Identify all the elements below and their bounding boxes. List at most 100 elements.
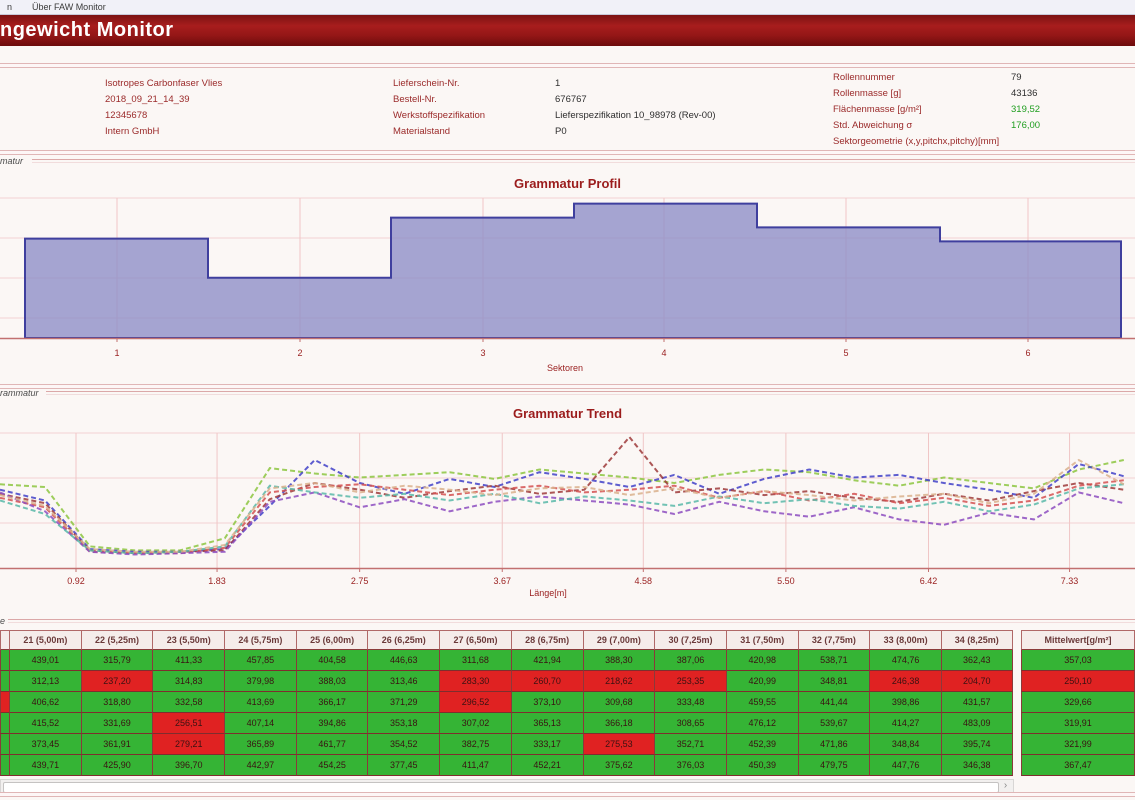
table-cell: 388,03 xyxy=(295,671,368,692)
table-cell: 379,98 xyxy=(224,671,296,692)
info-label: Materialstand xyxy=(393,126,451,137)
info-row: Rollenmasse [g] 43136 xyxy=(833,86,1040,102)
table-row: 439,01 315,79 411,33 457,85 404,58 446,63 311,… xyxy=(0,650,1013,671)
table-cell: 457,85 xyxy=(224,650,296,671)
table-col-header: 24 (5,75m) xyxy=(224,630,296,650)
table-cell: 332,58 xyxy=(152,692,225,713)
table-cell: 246,38 xyxy=(869,671,941,692)
mean-cell: 321,99 xyxy=(1021,734,1135,755)
table-cell: 375,62 xyxy=(582,755,655,776)
table-cell: 204,70 xyxy=(940,671,1013,692)
table-cell: 256,51 xyxy=(152,713,225,734)
info-label: Rollenmasse [g] xyxy=(833,88,902,99)
profile-x-tick: 3 xyxy=(480,348,485,358)
table-cell: 461,77 xyxy=(295,734,368,755)
table-cell: 362,43 xyxy=(940,650,1013,671)
info-label: Lieferschein-Nr. xyxy=(393,78,460,89)
menu-item-partial[interactable]: n xyxy=(7,2,13,12)
table-cell: 398,86 xyxy=(869,692,941,713)
table-cell: 260,70 xyxy=(510,671,583,692)
table-cell: 275,53 xyxy=(582,734,655,755)
profile-x-tick: 6 xyxy=(1025,348,1030,358)
info-row: Rollennummer 79 xyxy=(833,70,1040,86)
info-left-value: 2018_09_21_14_39 xyxy=(105,94,190,105)
info-row: Bestell-Nr. 676767 xyxy=(393,92,716,108)
table-col-header: 27 (6,50m) xyxy=(439,630,511,650)
table-cell: 373,45 xyxy=(9,734,81,755)
table-cell: 538,71 xyxy=(797,650,870,671)
table-cell: 309,68 xyxy=(582,692,655,713)
info-row: Lieferschein-Nr. 1 xyxy=(393,76,716,92)
table-header-row: 21 (5,00m) 22 (5,25m) 23 (5,50m) 24 (5,75m)… xyxy=(0,630,1013,650)
table-cell: 539,67 xyxy=(797,713,870,734)
profile-x-tick: 4 xyxy=(661,348,666,358)
table-cell: 425,90 xyxy=(80,755,153,776)
table-cell: 237,20 xyxy=(80,671,153,692)
trend-group-label: rammatur xyxy=(0,388,39,398)
table-cell: 474,76 xyxy=(869,650,941,671)
info-row: Flächenmasse [g/m²] 319,52 xyxy=(833,102,1040,118)
table-cell: 218,62 xyxy=(582,671,655,692)
trend-line-serie-7 xyxy=(0,458,1125,553)
info-panel-bottom-rule xyxy=(0,150,1135,155)
table-cell: 459,55 xyxy=(725,692,798,713)
table-row: 312,13 237,20 314,83 379,98 388,03 313,46 283,… xyxy=(0,671,1013,692)
profile-x-tick: 1 xyxy=(114,348,119,358)
info-row: Materialstand P0 xyxy=(393,124,716,140)
sector-table: 21 (5,00m) 22 (5,25m) 23 (5,50m) 24 (5,75m)… xyxy=(0,630,1013,776)
trend-x-tick: 3.67 xyxy=(493,576,511,586)
profile-x-tick: 5 xyxy=(843,348,848,358)
table-cell: 346,38 xyxy=(940,755,1013,776)
table-col-header-partial xyxy=(0,630,9,650)
profile-step-area xyxy=(24,202,1122,339)
table-cell: 352,71 xyxy=(654,734,726,755)
table-cell: 313,46 xyxy=(367,671,440,692)
table-cell: 395,74 xyxy=(940,734,1013,755)
info-right-column: Rollennummer 79 Rollenmasse [g] 43136 Fläche… xyxy=(833,70,1040,150)
info-value: 676767 xyxy=(555,94,587,105)
info-panel-top-rule xyxy=(0,63,1135,68)
table-cell: 366,18 xyxy=(582,713,655,734)
table-cell: 483,09 xyxy=(940,713,1013,734)
trend-group-top-rule xyxy=(0,384,1135,389)
table-cell: 479,75 xyxy=(797,755,870,776)
table-col-header: 29 (7,00m) xyxy=(582,630,655,650)
trend-x-tick: 4.58 xyxy=(635,576,653,586)
mean-col-header: Mittelwert[g/m²] xyxy=(1021,630,1135,650)
table-col-header: 28 (6,75m) xyxy=(510,630,583,650)
table-cell: 406,62 xyxy=(9,692,81,713)
table-cell: 253,35 xyxy=(654,671,726,692)
info-value: 79 xyxy=(1011,72,1022,83)
info-left-value: Isotropes Carbonfaser Vlies xyxy=(105,78,223,89)
table-cell-partial xyxy=(0,755,9,776)
info-left-value: 12345678 xyxy=(105,110,148,121)
mean-cell: 367,47 xyxy=(1021,755,1135,776)
table-cell: 361,91 xyxy=(80,734,153,755)
table-cell: 439,01 xyxy=(9,650,81,671)
table-cell: 411,33 xyxy=(152,650,225,671)
scrollbar-right-arrow-icon[interactable]: › xyxy=(1003,780,1008,791)
info-value: 43136 xyxy=(1011,88,1038,99)
info-row: Werkstoffspezifikation Lieferspezifikatio… xyxy=(393,108,716,124)
menu-item-about[interactable]: Über FAW Monitor xyxy=(32,2,106,12)
trend-line-serie-6 xyxy=(0,483,1124,555)
table-cell: 373,10 xyxy=(510,692,583,713)
profile-group-label: matur xyxy=(0,156,24,166)
profile-chart-title: Grammatur Profil xyxy=(514,176,621,191)
info-value: 1 xyxy=(555,78,561,89)
info-label: Bestell-Nr. xyxy=(393,94,437,105)
table-cell: 447,76 xyxy=(869,755,941,776)
mean-cell: 357,03 xyxy=(1021,650,1135,671)
table-cell: 308,65 xyxy=(654,713,726,734)
table-cell: 348,84 xyxy=(869,734,941,755)
info-value: 176,00 xyxy=(1011,120,1041,131)
table-cell: 279,21 xyxy=(152,734,225,755)
table-cell: 312,13 xyxy=(9,671,81,692)
table-cell: 431,57 xyxy=(940,692,1013,713)
trend-line-serie-4 xyxy=(0,479,1124,555)
trend-x-tick: 6.42 xyxy=(920,576,938,586)
table-cell: 315,79 xyxy=(80,650,153,671)
trend-line-serie-5 xyxy=(0,491,1125,556)
table-cell-partial xyxy=(0,713,9,734)
table-group-label: e xyxy=(0,616,6,626)
